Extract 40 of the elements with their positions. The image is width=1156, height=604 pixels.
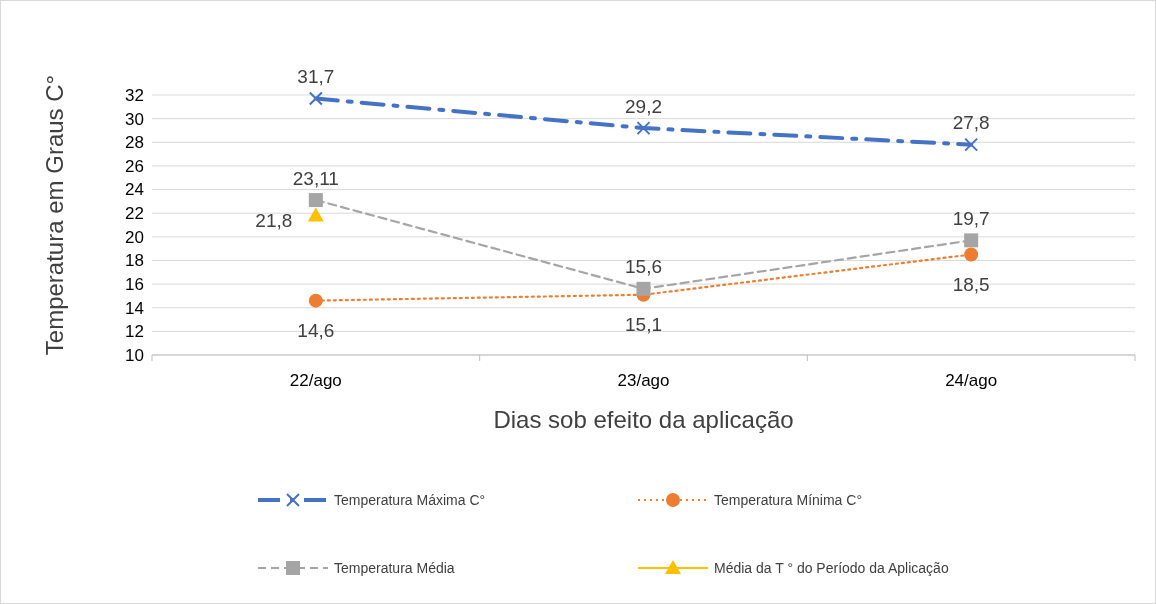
y-tick-label: 12	[125, 322, 144, 342]
legend-label: Média da T ° do Período da Aplicação	[714, 559, 949, 576]
y-tick-label: 16	[125, 275, 144, 295]
point	[636, 281, 651, 296]
point	[308, 193, 323, 208]
point	[307, 207, 324, 222]
y-tick-label: 28	[125, 133, 144, 153]
x-tick-label: 22/ago	[289, 371, 342, 390]
y-tick-label: 18	[125, 251, 144, 271]
x-axis-title: Dias sob efeito da aplicação	[493, 406, 794, 433]
legend-label: Temperatura Máxima C°	[334, 491, 486, 508]
data-label: 19,7	[952, 208, 990, 230]
data-label: 15,6	[625, 256, 662, 278]
y-tick-label: 14	[125, 298, 144, 318]
y-tick-label: 30	[125, 109, 144, 129]
data-label: 31,7	[297, 66, 335, 88]
data-label: 18,5	[952, 274, 990, 296]
y-tick-label: 32	[125, 85, 144, 105]
point	[308, 91, 323, 106]
data-label: 29,2	[625, 95, 662, 117]
data-label: 21,8	[255, 210, 293, 232]
legend-label: Temperatura Mínima C°	[714, 491, 862, 508]
y-tick-label: 24	[125, 180, 144, 200]
y-tick-label: 22	[125, 204, 144, 224]
point	[308, 293, 323, 308]
data-label: 27,8	[952, 112, 990, 134]
x-tick-label: 24/ago	[945, 371, 998, 390]
legend-label: Temperatura Média	[334, 559, 455, 576]
point	[636, 121, 651, 136]
point	[964, 247, 979, 262]
point	[964, 137, 979, 152]
x-tick-label: 23/ago	[617, 371, 670, 390]
y-tick-label: 10	[125, 345, 144, 365]
data-label: 23,11	[292, 167, 339, 189]
data-label: 14,6	[297, 320, 335, 342]
y-tick-label: 26	[125, 156, 144, 176]
data-label: 15,1	[625, 314, 662, 336]
point	[964, 233, 979, 248]
y-axis-title: Temperatura em Graus C°	[41, 74, 68, 356]
y-tick-label: 20	[125, 227, 144, 247]
